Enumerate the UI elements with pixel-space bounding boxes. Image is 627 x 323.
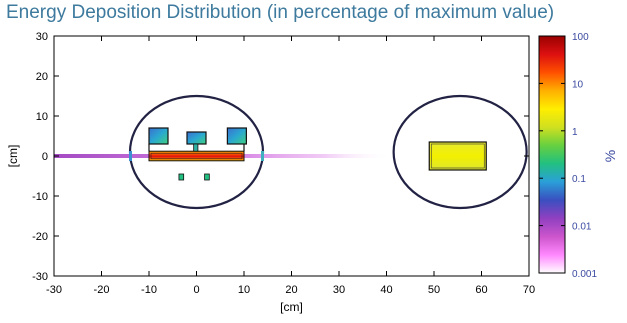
x-tick-label: 60 bbox=[475, 284, 487, 296]
right-target-inner bbox=[430, 143, 485, 169]
colorbar-tick-label: 0.001 bbox=[572, 269, 597, 280]
y-tick-label: 20 bbox=[36, 71, 48, 83]
upper-block-2 bbox=[186, 131, 207, 145]
colorbar-tick-label: 0.1 bbox=[572, 174, 586, 185]
lower-block-1 bbox=[178, 173, 185, 181]
y-axis-label: [cm] bbox=[6, 145, 20, 168]
target-bar bbox=[148, 150, 245, 162]
y-tick-label: -30 bbox=[32, 271, 48, 283]
y-tick-label: 0 bbox=[42, 151, 48, 163]
chart-title: Energy Deposition Distribution (in perce… bbox=[6, 2, 555, 23]
x-axis-label: [cm] bbox=[280, 300, 303, 314]
target-bar-inner bbox=[150, 152, 243, 160]
y-tick-label: 10 bbox=[36, 111, 48, 123]
x-tick-label: 50 bbox=[428, 284, 440, 296]
colorbar-tick-label: 10 bbox=[572, 79, 584, 90]
left-exit-marker bbox=[261, 151, 264, 161]
x-tick-label: 0 bbox=[193, 284, 199, 296]
x-tick-label: 40 bbox=[380, 284, 392, 296]
colorbar-tick-label: 100 bbox=[572, 32, 589, 43]
x-tick-label: 30 bbox=[333, 284, 345, 296]
y-tick-label: 30 bbox=[36, 31, 48, 43]
y-tick-label: -20 bbox=[32, 231, 48, 243]
x-tick-label: -20 bbox=[94, 284, 110, 296]
x-tick-label: 70 bbox=[523, 284, 535, 296]
upper-block-1 bbox=[148, 127, 169, 145]
x-tick-label: -10 bbox=[141, 284, 157, 296]
x-tick-label: 20 bbox=[285, 284, 297, 296]
colorbar-label: % bbox=[602, 150, 618, 162]
center-stem bbox=[193, 143, 199, 152]
colorbar-tick-label: 1 bbox=[572, 127, 578, 138]
colorbar-tick-label: 0.01 bbox=[572, 222, 592, 233]
y-tick-label: -10 bbox=[32, 191, 48, 203]
x-tick-label: -30 bbox=[46, 284, 62, 296]
left-entry-marker bbox=[129, 151, 132, 161]
x-tick-label: 10 bbox=[238, 284, 250, 296]
lower-block-2 bbox=[204, 173, 210, 181]
right-phantom-outline bbox=[392, 94, 528, 210]
right-target-rect bbox=[428, 141, 487, 171]
upper-block-3 bbox=[226, 127, 247, 145]
colorbar bbox=[538, 35, 566, 274]
